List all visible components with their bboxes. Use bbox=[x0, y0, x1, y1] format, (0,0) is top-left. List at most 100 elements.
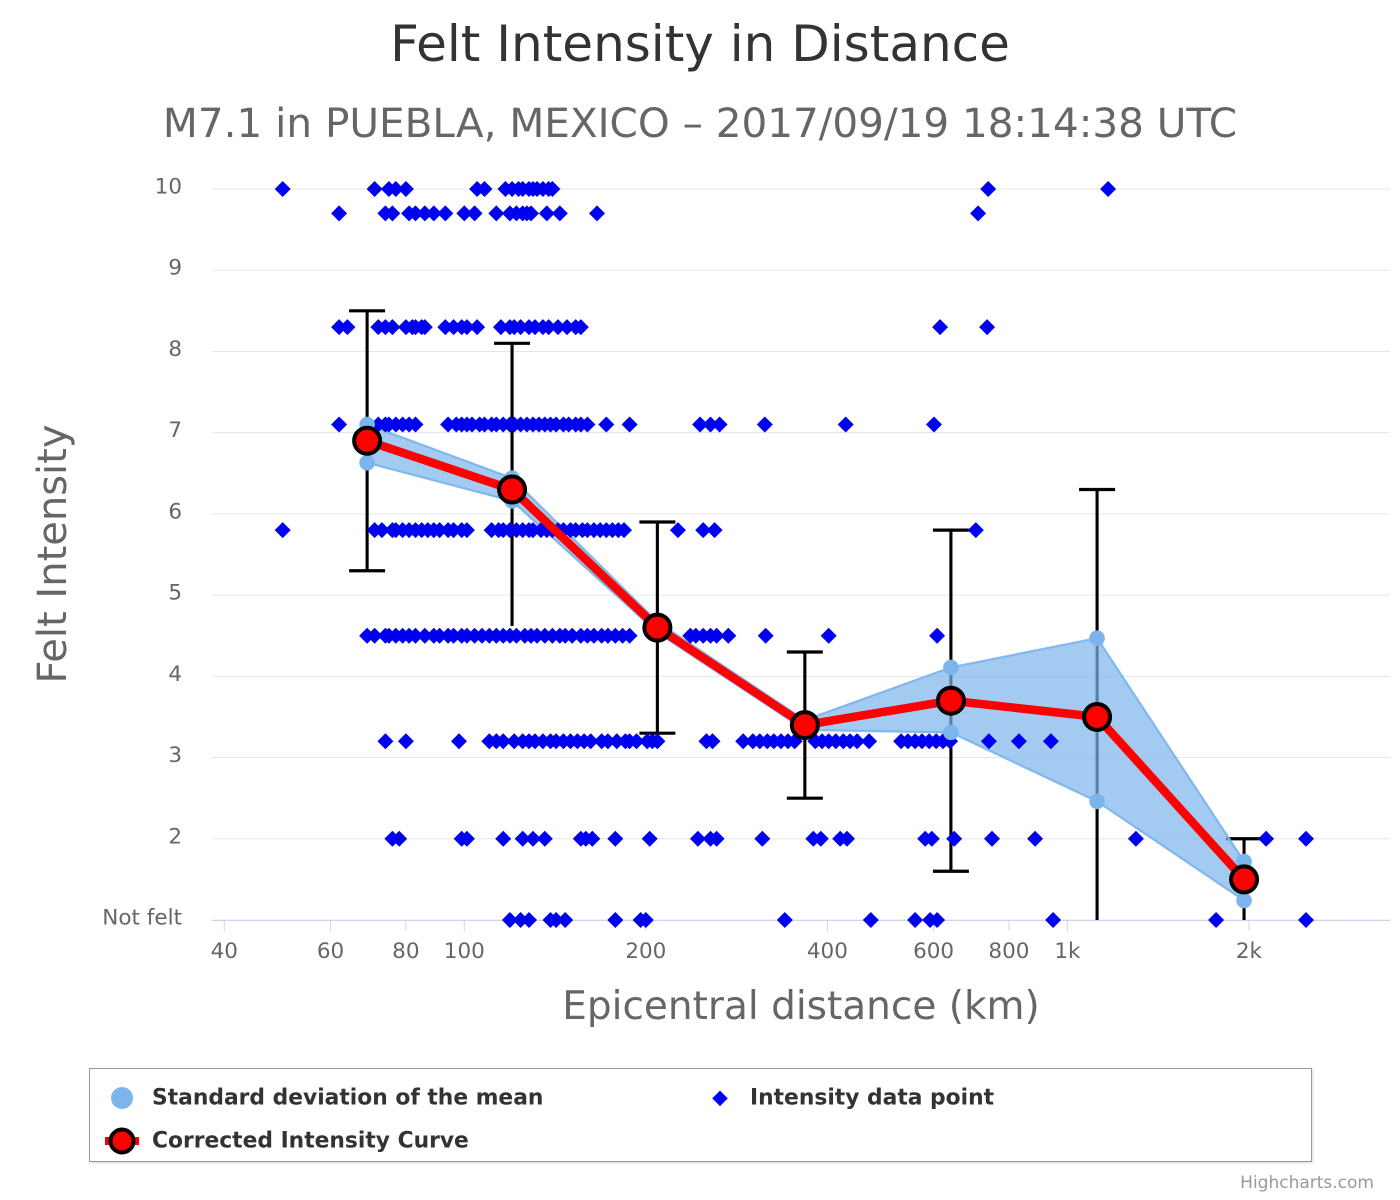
corrected-curve-marker[interactable] bbox=[352, 425, 383, 456]
intensity-data-point[interactable] bbox=[1127, 830, 1144, 847]
intensity-data-point[interactable] bbox=[1042, 733, 1059, 750]
intensity-data-point[interactable] bbox=[488, 205, 505, 222]
intensity-data-point[interactable] bbox=[407, 205, 424, 222]
intensity-data-point[interactable] bbox=[572, 319, 589, 336]
intensity-data-point[interactable] bbox=[812, 830, 829, 847]
intensity-data-point[interactable] bbox=[366, 181, 383, 197]
intensity-data-point[interactable] bbox=[523, 205, 539, 222]
intensity-data-point[interactable] bbox=[366, 627, 383, 644]
intensity-data-point[interactable] bbox=[445, 627, 462, 644]
std-band-lower-marker[interactable] bbox=[943, 724, 959, 741]
intensity-data-point[interactable] bbox=[550, 319, 566, 336]
intensity-data-point[interactable] bbox=[984, 830, 1000, 847]
intensity-data-point[interactable] bbox=[923, 830, 940, 847]
intensity-data-point[interactable] bbox=[929, 627, 946, 644]
intensity-data-point[interactable] bbox=[607, 830, 624, 847]
intensity-data-point[interactable] bbox=[862, 912, 879, 928]
intensity-data-point[interactable] bbox=[425, 205, 442, 222]
intensity-data-point[interactable] bbox=[495, 830, 512, 847]
intensity-data-point[interactable] bbox=[967, 522, 984, 539]
corrected-curve-marker[interactable] bbox=[789, 710, 820, 741]
std-band-lower-marker[interactable] bbox=[1236, 892, 1252, 909]
intensity-data-point[interactable] bbox=[702, 416, 719, 433]
intensity-data-point[interactable] bbox=[451, 733, 467, 750]
corrected-curve-marker[interactable] bbox=[1082, 701, 1113, 732]
intensity-data-point[interactable] bbox=[1298, 830, 1314, 847]
intensity-data-point[interactable] bbox=[397, 733, 414, 750]
intensity-data-point[interactable] bbox=[458, 830, 475, 847]
intensity-data-point[interactable] bbox=[1045, 912, 1062, 928]
intensity-data-point[interactable] bbox=[649, 733, 666, 750]
intensity-data-point[interactable] bbox=[431, 627, 448, 644]
intensity-data-point[interactable] bbox=[1208, 912, 1225, 928]
intensity-data-point[interactable] bbox=[926, 416, 942, 433]
intensity-data-point[interactable] bbox=[384, 319, 401, 336]
intensity-data-point[interactable] bbox=[861, 733, 878, 750]
intensity-data-point[interactable] bbox=[637, 912, 654, 928]
intensity-data-point[interactable] bbox=[431, 522, 448, 539]
intensity-data-point[interactable] bbox=[980, 181, 997, 197]
intensity-data-point[interactable] bbox=[598, 416, 615, 433]
intensity-data-point[interactable] bbox=[397, 181, 414, 197]
intensity-data-point[interactable] bbox=[1258, 830, 1275, 847]
intensity-data-point[interactable] bbox=[708, 627, 725, 644]
intensity-data-point[interactable] bbox=[536, 830, 553, 847]
intensity-data-point[interactable] bbox=[445, 522, 462, 539]
intensity-data-point[interactable] bbox=[331, 319, 348, 336]
intensity-data-point[interactable] bbox=[776, 912, 793, 928]
intensity-data-point[interactable] bbox=[689, 830, 706, 847]
intensity-data-point[interactable] bbox=[437, 319, 454, 336]
intensity-data-point[interactable] bbox=[538, 205, 555, 222]
corrected-curve-marker[interactable] bbox=[497, 474, 528, 505]
intensity-data-point[interactable] bbox=[1010, 733, 1027, 750]
intensity-data-point[interactable] bbox=[391, 830, 408, 847]
intensity-data-point[interactable] bbox=[706, 522, 723, 539]
intensity-data-point[interactable] bbox=[521, 912, 537, 928]
intensity-data-point[interactable] bbox=[584, 830, 601, 847]
intensity-data-point[interactable] bbox=[970, 205, 987, 222]
intensity-data-point[interactable] bbox=[492, 319, 509, 336]
intensity-data-point[interactable] bbox=[599, 733, 616, 750]
intensity-data-point[interactable] bbox=[445, 319, 462, 336]
intensity-data-point[interactable] bbox=[720, 627, 737, 644]
intensity-data-point[interactable] bbox=[1298, 912, 1314, 928]
intensity-data-point[interactable] bbox=[932, 319, 949, 336]
intensity-data-point[interactable] bbox=[839, 830, 855, 847]
intensity-data-point[interactable] bbox=[274, 522, 291, 539]
intensity-data-point[interactable] bbox=[458, 319, 475, 336]
intensity-data-point[interactable] bbox=[506, 733, 523, 750]
intensity-data-point[interactable] bbox=[407, 416, 424, 433]
corrected-curve-marker[interactable] bbox=[642, 612, 673, 643]
intensity-data-point[interactable] bbox=[557, 912, 574, 928]
intensity-data-point[interactable] bbox=[512, 319, 529, 336]
intensity-data-point[interactable] bbox=[849, 733, 866, 750]
intensity-data-point[interactable] bbox=[458, 522, 475, 539]
intensity-data-point[interactable] bbox=[621, 627, 638, 644]
intensity-data-point[interactable] bbox=[416, 205, 433, 222]
intensity-data-point[interactable] bbox=[466, 205, 483, 222]
intensity-data-point[interactable] bbox=[669, 522, 686, 539]
intensity-data-point[interactable] bbox=[544, 181, 561, 197]
intensity-data-point[interactable] bbox=[589, 205, 605, 222]
std-band-lower-marker[interactable] bbox=[359, 454, 375, 471]
intensity-data-point[interactable] bbox=[979, 319, 996, 336]
intensity-data-point[interactable] bbox=[407, 627, 424, 644]
intensity-data-point[interactable] bbox=[384, 205, 401, 222]
intensity-data-point[interactable] bbox=[548, 912, 565, 928]
credits-link[interactable]: Highcharts.com bbox=[1240, 1173, 1374, 1193]
intensity-data-point[interactable] bbox=[628, 733, 645, 750]
intensity-data-point[interactable] bbox=[501, 912, 518, 928]
intensity-data-point[interactable] bbox=[616, 522, 632, 539]
corrected-curve-marker[interactable] bbox=[1229, 864, 1260, 895]
intensity-data-point[interactable] bbox=[508, 627, 525, 644]
intensity-data-point[interactable] bbox=[641, 830, 658, 847]
intensity-data-point[interactable] bbox=[416, 319, 433, 336]
intensity-data-point[interactable] bbox=[708, 830, 725, 847]
intensity-data-point[interactable] bbox=[946, 830, 963, 847]
intensity-data-point[interactable] bbox=[980, 733, 997, 750]
intensity-data-point[interactable] bbox=[456, 205, 473, 222]
intensity-data-point[interactable] bbox=[754, 830, 771, 847]
intensity-data-point[interactable] bbox=[331, 416, 348, 433]
intensity-data-point[interactable] bbox=[377, 733, 394, 750]
intensity-data-point[interactable] bbox=[495, 733, 512, 750]
